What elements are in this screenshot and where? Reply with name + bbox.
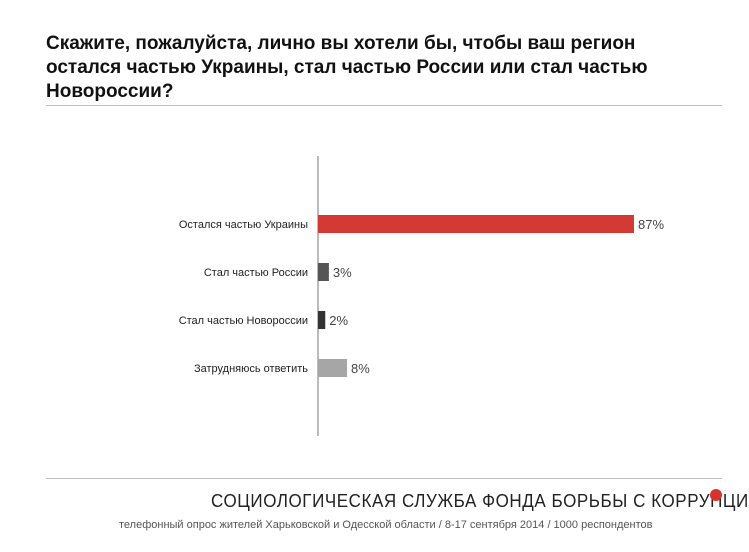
survey-source-note: телефонный опрос жителей Харьковской и О… bbox=[119, 519, 653, 531]
category-label: Затрудняюсь ответить bbox=[194, 363, 308, 375]
category-label: Стал частью Новороссии bbox=[179, 315, 308, 327]
category-label: Стал частью России bbox=[204, 267, 308, 279]
header-divider bbox=[46, 105, 722, 106]
footer-divider bbox=[46, 478, 722, 479]
organization-name: СОЦИОЛОГИЧЕСКАЯ СЛУЖБА ФОНДА БОРЬБЫ С КО… bbox=[211, 490, 749, 511]
data-label: 87% bbox=[638, 217, 664, 232]
bar bbox=[318, 359, 348, 377]
data-label: 8% bbox=[351, 361, 370, 376]
bar-chart: Остался частью Украины 87% Стал частью Рос… bbox=[179, 156, 664, 436]
data-label: 3% bbox=[333, 265, 352, 280]
brand-dot-icon bbox=[710, 489, 722, 501]
chart-title: Скажите, пожалуйста, лично вы хотели бы,… bbox=[46, 33, 648, 102]
category-label: Остался частью Украины bbox=[179, 219, 308, 231]
bar bbox=[318, 215, 634, 233]
bar bbox=[318, 263, 329, 281]
bar bbox=[318, 311, 326, 329]
data-label: 2% bbox=[329, 313, 348, 328]
